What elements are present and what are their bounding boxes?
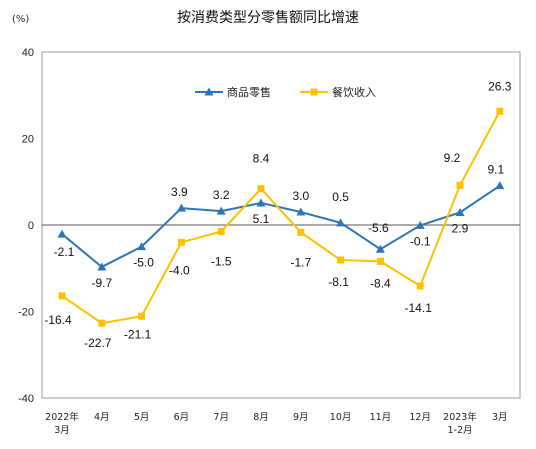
data-label: -2.1	[54, 245, 75, 259]
data-label: -8.4	[370, 276, 391, 290]
x-tick-label: 8月	[253, 412, 269, 423]
x-tick-label: 3月	[492, 412, 508, 423]
data-label: 8.4	[253, 152, 270, 166]
data-label: 9.2	[444, 151, 461, 165]
data-label: -4.0	[169, 263, 190, 277]
y-tick-label: -40	[18, 393, 34, 405]
data-label: 3.9	[171, 185, 188, 199]
y-axis-unit: (%)	[12, 14, 29, 25]
series-layer	[57, 107, 505, 327]
data-label: -14.1	[405, 301, 433, 315]
x-tick-label: 5月	[134, 412, 150, 423]
data-point	[217, 227, 225, 235]
x-tick-label: 12月	[409, 412, 431, 423]
data-label: 3.2	[213, 188, 230, 202]
data-point	[98, 319, 106, 327]
data-point	[337, 256, 345, 264]
legend-label: 商品零售	[227, 85, 271, 99]
data-point	[415, 220, 425, 229]
data-label: 26.3	[488, 79, 512, 93]
data-label: 2.9	[452, 221, 469, 235]
x-tick-label: 2023年 1-2月	[443, 411, 477, 436]
series-line-catering	[61, 110, 501, 325]
data-point	[216, 206, 226, 215]
data-label: -5.6	[368, 221, 389, 235]
x-tick-label: 9月	[293, 412, 309, 423]
data-label: -1.7	[290, 255, 311, 269]
data-label: 5.1	[253, 212, 270, 226]
y-tick-label: 0	[28, 220, 34, 232]
series-line-goods-retail	[61, 184, 501, 269]
data-point	[416, 282, 424, 290]
x-axis: 2022年 3月 4月 5月 6月 7月 8月 9月 10月 11月 12月 2023年 1-2月 3月	[45, 411, 507, 436]
data-point	[496, 107, 504, 115]
data-label: -22.7	[84, 336, 112, 350]
data-point	[57, 229, 67, 238]
legend-label: 餐饮收入	[332, 85, 376, 99]
x-tick-label: 6月	[174, 412, 190, 423]
data-point	[138, 312, 146, 320]
data-point	[176, 203, 186, 212]
data-point	[336, 218, 346, 227]
data-label: -1.5	[211, 254, 232, 268]
data-point	[375, 244, 385, 253]
y-tick-label: 20	[22, 134, 34, 146]
y-axis: 40 20 0 -20 -40	[18, 47, 34, 405]
legend: 商品零售 餐饮收入	[195, 85, 376, 99]
data-label: -5.0	[133, 256, 154, 270]
data-point	[256, 198, 266, 207]
x-tick-label: 11月	[370, 412, 392, 423]
data-label: -16.4	[44, 313, 72, 327]
data-label: -8.1	[328, 275, 349, 289]
data-point	[297, 228, 305, 236]
chart-title: 按消费类型分零售额同比增速	[177, 10, 359, 26]
data-label: -0.1	[410, 234, 431, 248]
x-tick-label: 2022年 3月	[45, 411, 79, 436]
y-tick-label: 40	[22, 47, 34, 59]
data-point	[456, 181, 464, 189]
data-point	[177, 238, 185, 246]
data-point	[137, 242, 147, 251]
data-label: 9.1	[487, 163, 504, 177]
x-tick-label: 4月	[94, 412, 110, 423]
x-tick-label: 7月	[213, 412, 229, 423]
legend-marker	[310, 88, 318, 96]
data-point	[58, 292, 66, 300]
data-point	[376, 257, 384, 265]
data-labels: -2.1 -9.7 -5.0 3.9 3.2 5.1 3.0 0.5 -5.6 -0.1 2.9 9.…	[44, 79, 511, 350]
data-point	[296, 207, 306, 216]
data-point	[257, 185, 265, 193]
data-point	[455, 207, 465, 216]
data-label: -9.7	[91, 276, 112, 290]
data-point	[495, 181, 505, 190]
data-point	[97, 262, 107, 271]
data-label: 3.0	[292, 189, 309, 203]
data-label: 0.5	[332, 190, 349, 204]
data-label: -21.1	[124, 327, 152, 341]
x-tick-label: 10月	[330, 412, 352, 423]
legend-marker	[204, 87, 214, 96]
y-tick-label: -20	[18, 307, 34, 319]
